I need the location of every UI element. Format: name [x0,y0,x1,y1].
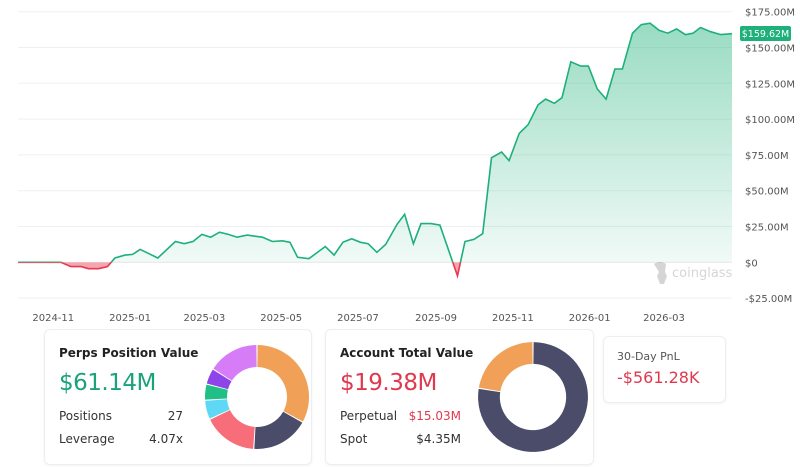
y-tick-label: $125.00M [745,79,795,90]
pnl-line-positive [18,22,733,263]
leverage-value: 4.07x [149,432,183,446]
x-tick-label: 2025-11 [492,313,534,324]
perps-position-card: Perps Position Value $61.14M Positions 2… [44,329,312,465]
perpetual-label: Perpetual [340,409,398,423]
donut-slice[interactable] [206,369,232,390]
y-tick-label: $25.00M [745,223,789,234]
y-tick-label: $75.00M [745,151,789,162]
perps-title: Perps Position Value [59,346,199,360]
coinglass-watermark: coinglass [654,262,733,284]
y-tick-label: $175.00M [745,8,795,19]
positions-label: Positions [59,409,112,423]
x-tick-label: 2025-07 [337,313,379,324]
perpetual-value: $15.03M [408,409,461,423]
donut-slice[interactable] [205,399,230,419]
pnl-30day-card: 30-Day PnL -$561.28K [603,336,726,403]
y-tick-label: $150.00M [745,44,795,55]
current-value-badge: $159.62M [740,26,791,41]
pnl-label: 30-Day PnL [617,350,680,363]
x-tick-label: 2025-05 [260,313,302,324]
spot-row: Spot $4.35M [340,432,461,446]
donut-slice[interactable] [205,384,228,400]
donut-slice[interactable] [478,342,533,392]
x-tick-label: 2026-01 [569,313,611,324]
perps-donut-chart [205,345,309,449]
x-tick-label: 2024-11 [32,313,74,324]
spot-value: $4.35M [416,432,461,446]
leverage-row: Leverage 4.07x [59,432,183,446]
positions-row: Positions 27 [59,409,183,423]
x-tick-label: 2025-09 [415,313,457,324]
leverage-label: Leverage [59,432,115,446]
watermark-text: coinglass [672,266,733,281]
current-value-label: $159.62M [742,29,789,40]
x-tick-label: 2025-01 [109,313,151,324]
y-tick-label: $0 [745,258,758,269]
donut-slice[interactable] [213,345,257,381]
y-tick-label: $50.00M [745,187,789,198]
account-value: $19.38M [340,370,437,396]
donut-slice[interactable] [478,342,588,452]
y-tick-label: -$25.00M [745,294,792,305]
y-tick-label: $100.00M [745,115,795,126]
spot-label: Spot [340,432,368,446]
pnl-area-chart: $175.00M $150.00M $125.00M $100.00M $75.00M $… [18,8,795,324]
donut-slice[interactable] [254,411,303,449]
account-total-card: Account Total Value $19.38M Perpetual $1… [325,329,594,465]
donut-slice[interactable] [210,410,255,449]
negative-area-fill [18,262,732,276]
positions-value: 27 [167,409,183,423]
pnl-value: -$561.28K [617,368,700,387]
positive-area-fill [111,23,732,263]
x-tick-label: 2026-03 [643,313,685,324]
coinglass-logo-icon [654,262,667,284]
account-donut-chart [478,342,588,452]
perps-value: $61.14M [59,370,156,396]
perpetual-row: Perpetual $15.03M [340,409,461,423]
account-title: Account Total Value [340,346,474,360]
donut-slice[interactable] [257,345,309,422]
x-tick-label: 2025-03 [183,313,225,324]
